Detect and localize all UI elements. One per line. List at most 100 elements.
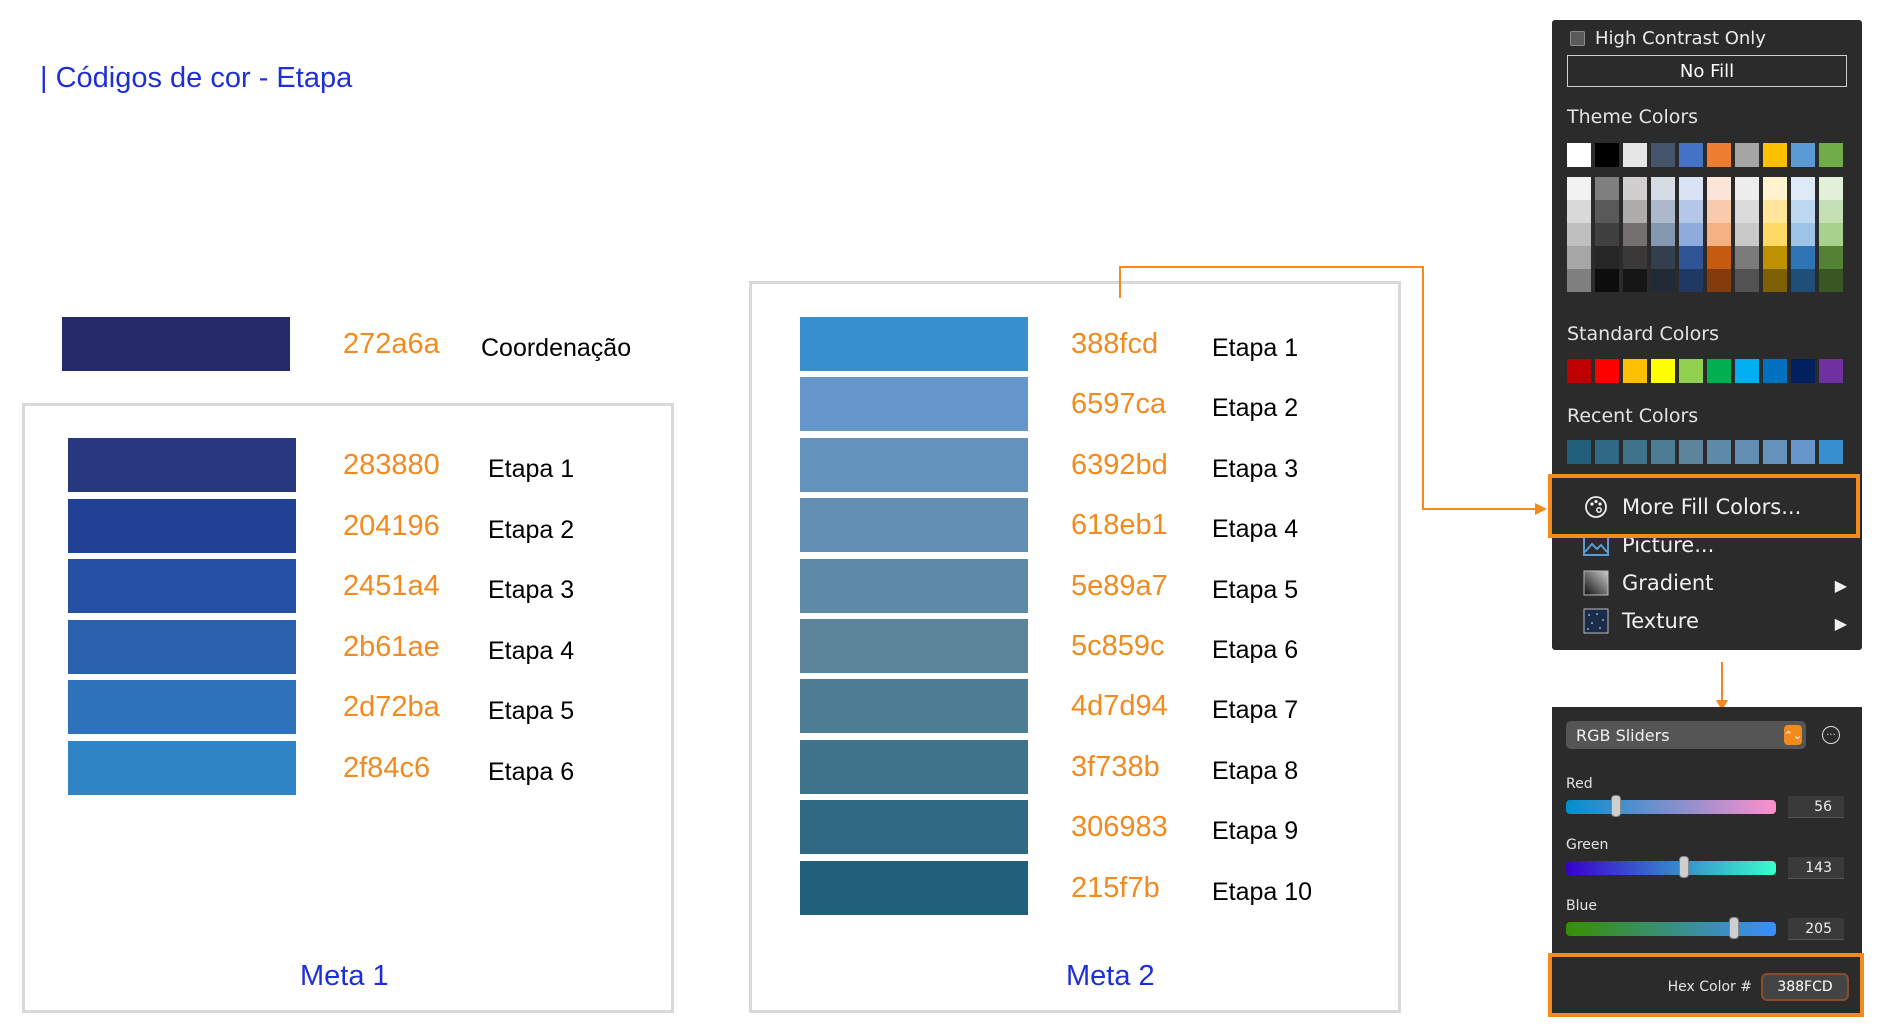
green-value-field[interactable]: 143 (1788, 857, 1844, 879)
recent-color-swatch[interactable] (1679, 440, 1703, 464)
standard-colors-title: Standard Colors (1567, 323, 1719, 345)
theme-tone-swatch[interactable] (1707, 223, 1731, 246)
recent-color-swatch[interactable] (1819, 440, 1843, 464)
red-slider[interactable] (1566, 795, 1776, 817)
theme-color-swatch[interactable] (1679, 143, 1703, 167)
theme-tone-swatch[interactable] (1623, 223, 1647, 246)
theme-tone-swatch[interactable] (1735, 269, 1759, 292)
theme-tone-swatch[interactable] (1595, 223, 1619, 246)
theme-tone-swatch[interactable] (1679, 223, 1703, 246)
theme-tone-swatch[interactable] (1735, 246, 1759, 269)
theme-color-swatch[interactable] (1567, 143, 1591, 167)
theme-color-swatch[interactable] (1791, 143, 1815, 167)
theme-tone-swatch[interactable] (1791, 223, 1815, 246)
recent-color-swatch[interactable] (1735, 440, 1759, 464)
recent-color-swatch[interactable] (1567, 440, 1591, 464)
theme-tone-swatch[interactable] (1567, 223, 1591, 246)
theme-color-swatch[interactable] (1819, 143, 1843, 167)
standard-color-swatch[interactable] (1595, 359, 1619, 383)
standard-color-swatch[interactable] (1623, 359, 1647, 383)
theme-tone-swatch[interactable] (1819, 223, 1843, 246)
theme-tone-swatch[interactable] (1735, 200, 1759, 223)
theme-tone-swatch[interactable] (1567, 246, 1591, 269)
standard-color-swatch[interactable] (1763, 359, 1787, 383)
theme-tone-swatch[interactable] (1819, 269, 1843, 292)
recent-color-swatch[interactable] (1791, 440, 1815, 464)
no-fill-button[interactable]: No Fill (1567, 55, 1847, 87)
theme-tone-swatch[interactable] (1791, 200, 1815, 223)
standard-color-swatch[interactable] (1567, 359, 1591, 383)
recent-color-swatch[interactable] (1623, 440, 1647, 464)
standard-color-swatch[interactable] (1735, 359, 1759, 383)
theme-color-swatch[interactable] (1763, 143, 1787, 167)
red-slider-knob[interactable] (1611, 795, 1622, 817)
standard-color-swatch[interactable] (1679, 359, 1703, 383)
high-contrast-option[interactable]: High Contrast Only (1570, 28, 1766, 49)
recent-color-swatch[interactable] (1763, 440, 1787, 464)
theme-tone-swatch[interactable] (1679, 269, 1703, 292)
theme-tone-swatch[interactable] (1791, 269, 1815, 292)
theme-tone-swatch[interactable] (1623, 269, 1647, 292)
standard-color-swatch[interactable] (1651, 359, 1675, 383)
color-model-select[interactable]: RGB Sliders ⌃⌄ (1566, 721, 1806, 749)
theme-tone-swatch[interactable] (1651, 223, 1675, 246)
hex-color-input[interactable]: 388FCD (1763, 975, 1847, 999)
theme-tone-swatch[interactable] (1735, 177, 1759, 200)
theme-tone-swatch[interactable] (1651, 269, 1675, 292)
theme-tone-swatch[interactable] (1763, 200, 1787, 223)
theme-tone-swatch[interactable] (1735, 223, 1759, 246)
texture-item[interactable]: Texture (1582, 607, 1699, 635)
theme-color-swatch[interactable] (1595, 143, 1619, 167)
more-options-icon[interactable]: ··· (1822, 726, 1840, 744)
theme-tone-swatch[interactable] (1707, 269, 1731, 292)
standard-color-swatch[interactable] (1791, 359, 1815, 383)
standard-color-swatch[interactable] (1819, 359, 1843, 383)
theme-tone-swatch[interactable] (1763, 246, 1787, 269)
theme-tone-swatch[interactable] (1567, 200, 1591, 223)
green-slider-knob[interactable] (1678, 856, 1689, 878)
theme-tone-swatch[interactable] (1623, 200, 1647, 223)
gradient-item[interactable]: Gradient (1582, 569, 1713, 597)
blue-value-field[interactable]: 205 (1788, 918, 1844, 940)
theme-tone-swatch[interactable] (1679, 246, 1703, 269)
theme-tone-swatch[interactable] (1707, 246, 1731, 269)
theme-tone-swatch[interactable] (1679, 200, 1703, 223)
theme-tone-swatch[interactable] (1763, 269, 1787, 292)
recent-color-swatch[interactable] (1651, 440, 1675, 464)
theme-tone-swatch[interactable] (1791, 177, 1815, 200)
red-value-field[interactable]: 56 (1788, 796, 1844, 818)
blue-slider[interactable] (1566, 917, 1776, 939)
theme-tone-swatch[interactable] (1651, 200, 1675, 223)
theme-color-swatch[interactable] (1623, 143, 1647, 167)
theme-tone-swatch[interactable] (1763, 223, 1787, 246)
theme-color-swatch[interactable] (1651, 143, 1675, 167)
theme-tone-swatch[interactable] (1623, 246, 1647, 269)
blue-slider-knob[interactable] (1729, 917, 1739, 939)
high-contrast-checkbox[interactable] (1570, 31, 1585, 46)
theme-tone-column (1791, 177, 1815, 292)
theme-tone-swatch[interactable] (1595, 246, 1619, 269)
theme-tone-swatch[interactable] (1707, 200, 1731, 223)
theme-tone-swatch[interactable] (1595, 200, 1619, 223)
theme-tone-swatch[interactable] (1651, 177, 1675, 200)
recent-color-swatch[interactable] (1595, 440, 1619, 464)
recent-color-swatch[interactable] (1707, 440, 1731, 464)
theme-tone-swatch[interactable] (1791, 246, 1815, 269)
more-fill-colors-item[interactable]: More Fill Colors... (1582, 493, 1801, 521)
theme-tone-swatch[interactable] (1567, 269, 1591, 292)
theme-tone-swatch[interactable] (1819, 246, 1843, 269)
standard-color-swatch[interactable] (1707, 359, 1731, 383)
theme-tone-swatch[interactable] (1763, 177, 1787, 200)
theme-tone-swatch[interactable] (1819, 200, 1843, 223)
theme-tone-swatch[interactable] (1679, 177, 1703, 200)
theme-tone-swatch[interactable] (1567, 177, 1591, 200)
theme-tone-swatch[interactable] (1623, 177, 1647, 200)
theme-color-swatch[interactable] (1735, 143, 1759, 167)
theme-tone-swatch[interactable] (1651, 246, 1675, 269)
theme-tone-swatch[interactable] (1707, 177, 1731, 200)
theme-tone-swatch[interactable] (1819, 177, 1843, 200)
theme-tone-swatch[interactable] (1595, 177, 1619, 200)
theme-tone-swatch[interactable] (1595, 269, 1619, 292)
green-slider[interactable] (1566, 856, 1776, 878)
theme-color-swatch[interactable] (1707, 143, 1731, 167)
